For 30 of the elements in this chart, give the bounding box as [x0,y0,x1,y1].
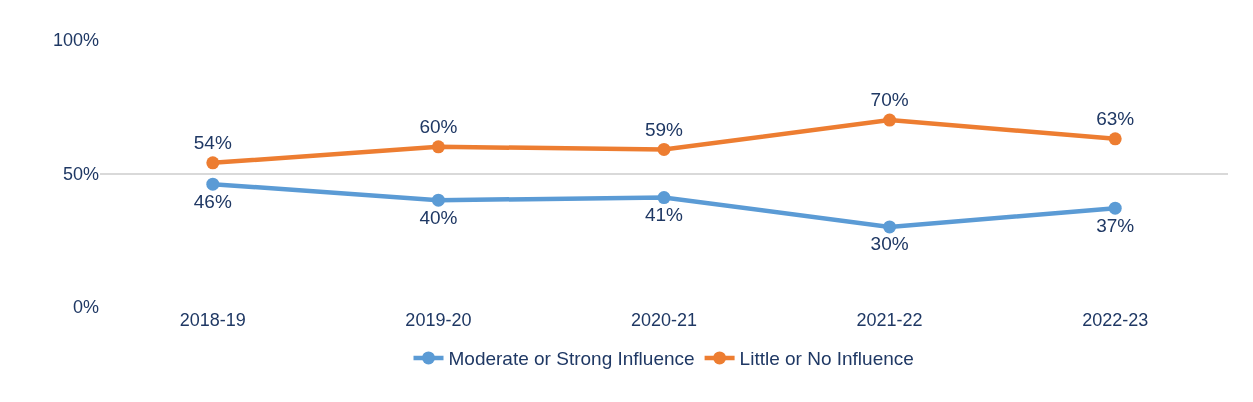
x-tick-label: 2019-20 [405,310,472,330]
x-tick-label: 2021-22 [856,310,923,330]
data-label: 46% [193,190,232,212]
y-tick-label: 100% [52,30,99,51]
y-tick-label: 0% [72,297,99,318]
x-tick-label: 2018-19 [179,310,246,330]
data-label: 54% [193,131,232,153]
data-label: 41% [644,203,684,225]
point [431,140,445,154]
data-label: 70% [870,89,909,111]
point [206,177,220,191]
y-tick-label: 50% [62,163,99,184]
point [883,220,897,234]
data-label: 37% [1096,214,1135,236]
point [657,191,671,205]
point [1108,132,1122,146]
point [657,142,671,156]
point [431,193,445,207]
x-tick-label: 2020-21 [630,310,698,330]
point [883,113,897,127]
point [1108,201,1122,215]
x-tick-label: 2022-23 [1082,310,1149,330]
point [206,156,220,170]
data-label: 60% [419,115,458,137]
data-label: 30% [870,233,909,255]
data-label: 63% [1096,107,1135,129]
legend-label: Moderate or Strong Influence [448,348,695,370]
data-label: 59% [644,118,684,140]
data-label: 40% [419,206,458,228]
legend-label: Little or No Influence [739,348,914,370]
